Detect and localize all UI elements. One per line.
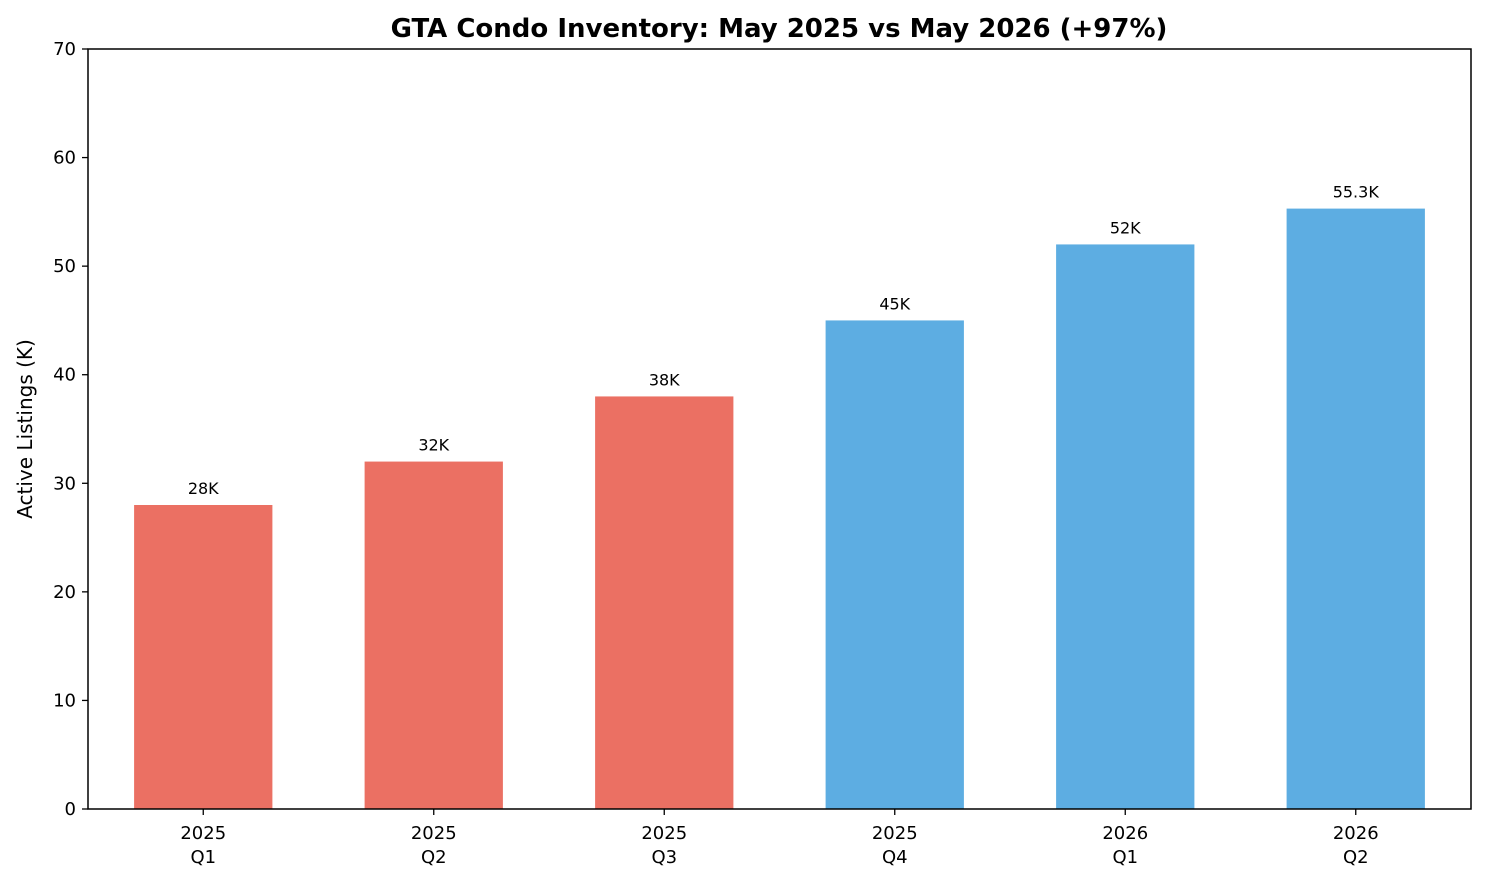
x-tick-label: 2025 Q2 [411, 823, 457, 868]
x-tick-label-line: Q1 [190, 847, 216, 868]
x-tick-label: 2026 Q1 [1102, 823, 1148, 868]
bar-value-label: 52K [1110, 218, 1141, 237]
bar-4 [825, 320, 964, 809]
bar-value-label: 38K [649, 370, 680, 389]
x-tick-label-line: 2025 [872, 823, 918, 844]
x-tick-label-line: 2025 [641, 823, 687, 844]
bar-value-label: 55.3K [1333, 183, 1380, 202]
data-labels-layer: 28K 32K 38K 45K 52K 55.3K [188, 183, 1379, 498]
plot-frame [87, 48, 1472, 810]
x-tick-label: 2025 Q3 [641, 823, 687, 868]
bar-value-label: 45K [879, 294, 910, 313]
x-tick-label-line: 2026 [1102, 823, 1148, 844]
y-tick-label: 40 [53, 365, 76, 386]
x-tick-label-line: Q4 [882, 847, 908, 868]
y-axis-label: Active Listings (K) [13, 339, 37, 519]
bars-layer [134, 208, 1425, 810]
x-tick-label-line: Q2 [1343, 847, 1369, 868]
y-tick-label: 50 [53, 256, 76, 277]
y-axis: 0 10 20 30 40 50 60 70 [53, 39, 88, 820]
x-tick-label: 2025 Q1 [180, 823, 226, 868]
y-tick-label: 0 [65, 799, 76, 820]
x-tick-label-line: Q2 [421, 847, 447, 868]
y-tick-label: 20 [53, 582, 76, 603]
x-axis: 2025 Q1 2025 Q2 2025 Q3 2025 Q4 2026 Q1 2026 Q2 [180, 809, 1379, 868]
bar-2 [364, 461, 503, 809]
x-tick-label-line: 2026 [1333, 823, 1379, 844]
bar-1 [134, 505, 273, 809]
y-tick-label: 60 [53, 148, 76, 169]
bar-3 [595, 396, 734, 809]
x-tick-label-line: Q1 [1112, 847, 1138, 868]
x-tick-label-line: 2025 [411, 823, 457, 844]
x-tick-label: 2025 Q4 [872, 823, 918, 868]
bar-6 [1286, 208, 1425, 810]
x-tick-label-line: 2025 [180, 823, 226, 844]
x-tick-label: 2026 Q2 [1333, 823, 1379, 868]
bar-value-label: 28K [188, 479, 219, 498]
y-tick-label: 10 [53, 690, 76, 711]
y-tick-label: 30 [53, 473, 76, 494]
chart-title: GTA Condo Inventory: May 2025 vs May 202… [391, 14, 1168, 44]
y-tick-label: 70 [53, 39, 76, 60]
bar-5 [1056, 244, 1195, 809]
bar-value-label: 32K [418, 436, 449, 455]
x-tick-label-line: Q3 [651, 847, 677, 868]
